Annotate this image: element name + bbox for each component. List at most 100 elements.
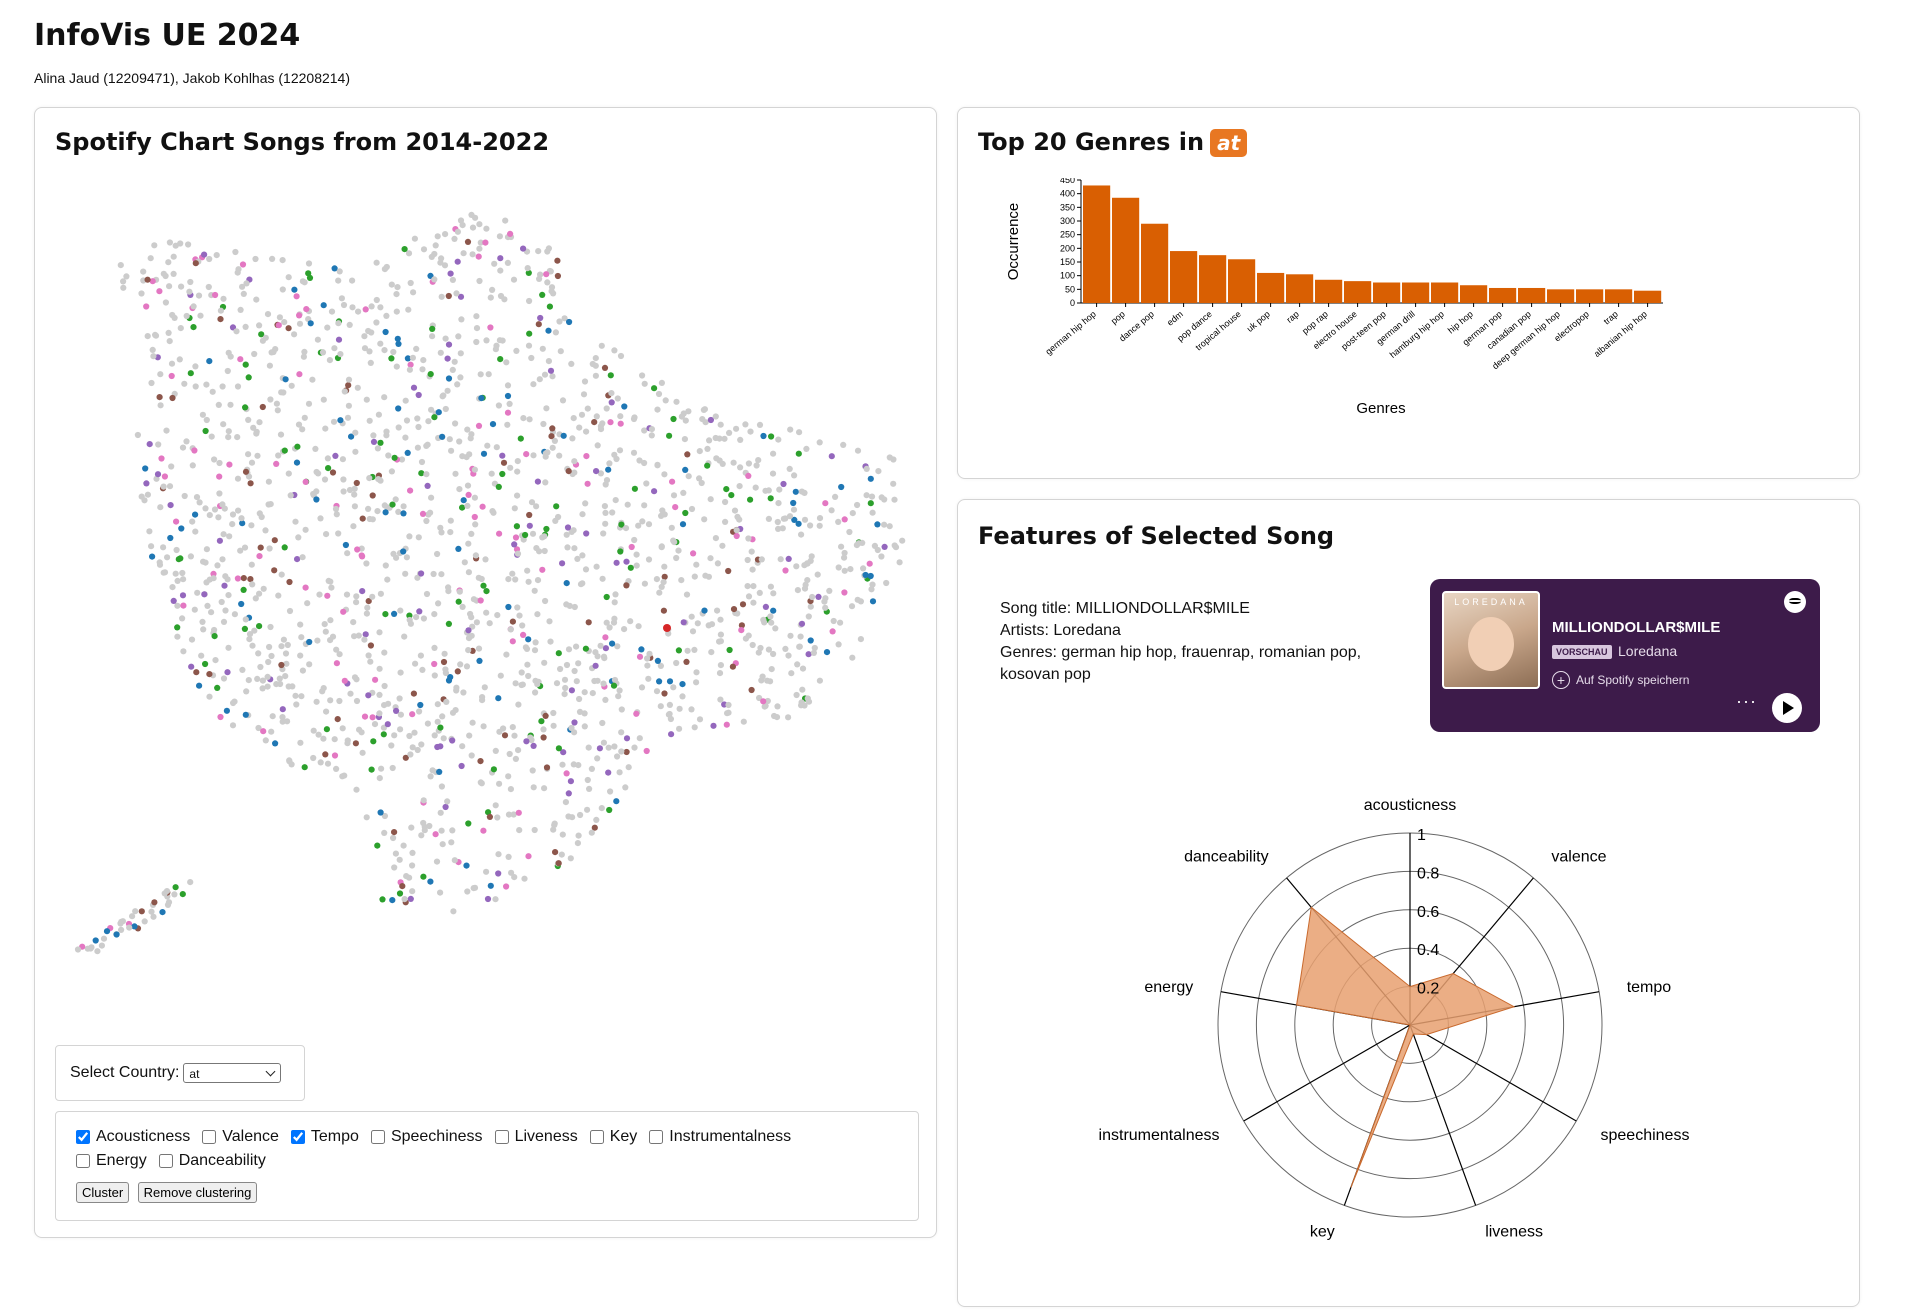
scatter-point[interactable] <box>400 548 407 555</box>
scatter-point[interactable] <box>728 492 735 499</box>
scatter-point[interactable] <box>528 499 536 506</box>
scatter-point[interactable] <box>245 677 252 684</box>
scatter-point[interactable] <box>187 553 194 560</box>
scatter-point[interactable] <box>424 482 431 489</box>
scatter-point[interactable] <box>531 647 539 654</box>
scatter-point[interactable] <box>297 739 304 746</box>
scatter-point[interactable] <box>666 432 673 439</box>
scatter-point[interactable] <box>279 718 286 725</box>
scatter-point[interactable] <box>419 666 426 673</box>
checkbox-input[interactable] <box>202 1130 217 1144</box>
scatter-point[interactable] <box>148 543 155 550</box>
scatter-point[interactable] <box>138 290 145 297</box>
scatter-point[interactable] <box>170 597 177 604</box>
scatter-point[interactable] <box>255 650 262 657</box>
scatter-point[interactable] <box>367 658 374 665</box>
scatter-point[interactable] <box>857 598 865 605</box>
save-to-spotify-button[interactable]: + Auf Spotify speichern <box>1552 671 1689 689</box>
scatter-point[interactable] <box>835 518 842 525</box>
scatter-point[interactable] <box>222 607 229 614</box>
scatter-point[interactable] <box>724 710 731 717</box>
scatter-point[interactable] <box>541 371 549 378</box>
scatter-point[interactable] <box>260 728 267 735</box>
scatter-point[interactable] <box>170 270 177 277</box>
scatter-point[interactable] <box>641 427 648 434</box>
scatter-point[interactable] <box>362 306 369 313</box>
scatter-point[interactable] <box>320 685 327 692</box>
scatter-point[interactable] <box>555 745 563 752</box>
scatter-point[interactable] <box>434 718 441 725</box>
scatter-point[interactable] <box>196 682 203 689</box>
scatter-point[interactable] <box>382 509 389 516</box>
scatter-point[interactable] <box>404 355 411 362</box>
scatter-point[interactable] <box>705 573 713 580</box>
scatter-point[interactable] <box>464 426 471 433</box>
scatter-point[interactable] <box>392 496 399 503</box>
scatter-point[interactable] <box>369 593 376 600</box>
scatter-point[interactable] <box>529 530 537 537</box>
scatter-point[interactable] <box>283 660 290 667</box>
scatter-point[interactable] <box>431 644 438 651</box>
scatter-point[interactable] <box>305 260 313 267</box>
scatter-point[interactable] <box>591 824 598 831</box>
scatter-point[interactable] <box>401 246 408 253</box>
scatter-point[interactable] <box>362 631 369 638</box>
scatter-point[interactable] <box>749 566 756 573</box>
scatter-point[interactable] <box>201 591 208 598</box>
scatter-point[interactable] <box>216 459 223 467</box>
scatter-point[interactable] <box>315 731 322 738</box>
scatter-point[interactable] <box>602 509 609 516</box>
scatter-point[interactable] <box>350 523 357 530</box>
scatter-point[interactable] <box>381 649 388 656</box>
scatter-point[interactable] <box>638 646 645 653</box>
scatter-point[interactable] <box>327 697 334 704</box>
scatter-point[interactable] <box>275 452 282 459</box>
scatter-point[interactable] <box>542 479 549 486</box>
scatter-point[interactable] <box>599 575 606 582</box>
scatter-point[interactable] <box>267 396 274 403</box>
scatter-point[interactable] <box>803 445 810 452</box>
scatter-point[interactable] <box>344 550 351 557</box>
scatter-point[interactable] <box>337 417 344 424</box>
scatter-point[interactable] <box>413 614 420 621</box>
scatter-point[interactable] <box>200 626 207 633</box>
scatter-point[interactable] <box>322 425 329 432</box>
scatter-point[interactable] <box>749 641 756 649</box>
scatter-point[interactable] <box>504 259 511 266</box>
checkbox-speechiness[interactable]: Speechiness <box>370 1128 483 1146</box>
scatter-point[interactable] <box>439 841 446 848</box>
scatter-point[interactable] <box>691 724 698 731</box>
scatter-point[interactable] <box>129 913 136 920</box>
scatter-point[interactable] <box>259 403 266 411</box>
scatter-point[interactable] <box>465 540 472 547</box>
scatter-point[interactable] <box>431 250 438 258</box>
scatter-point[interactable] <box>716 435 723 442</box>
scatter-point[interactable] <box>192 511 199 518</box>
scatter-point[interactable] <box>402 754 409 761</box>
scatter-point[interactable] <box>670 537 677 544</box>
scatter-point[interactable] <box>505 853 512 861</box>
scatter-point[interactable] <box>351 491 358 498</box>
scatter-point[interactable] <box>305 400 313 407</box>
scatter-point[interactable] <box>181 492 188 500</box>
scatter-point[interactable] <box>638 684 646 691</box>
scatter-point[interactable] <box>593 468 600 475</box>
scatter-point[interactable] <box>180 602 187 609</box>
scatter-point[interactable] <box>418 741 425 748</box>
scatter-point[interactable] <box>339 456 346 463</box>
scatter-point[interactable] <box>559 560 566 567</box>
scatter-point[interactable] <box>394 284 401 291</box>
scatter-point[interactable] <box>610 682 618 689</box>
scatter-point[interactable] <box>500 725 507 732</box>
scatter-point[interactable] <box>597 426 605 433</box>
scatter-point[interactable] <box>234 575 241 582</box>
scatter-point[interactable] <box>341 388 348 395</box>
scatter-point[interactable] <box>177 555 184 562</box>
scatter-point[interactable] <box>859 539 866 546</box>
scatter-point[interactable] <box>505 576 512 583</box>
scatter-point[interactable] <box>249 581 256 588</box>
scatter-point[interactable] <box>496 780 503 787</box>
scatter-point[interactable] <box>449 737 456 744</box>
scatter-point[interactable] <box>172 570 179 577</box>
scatter-point[interactable] <box>490 766 497 773</box>
